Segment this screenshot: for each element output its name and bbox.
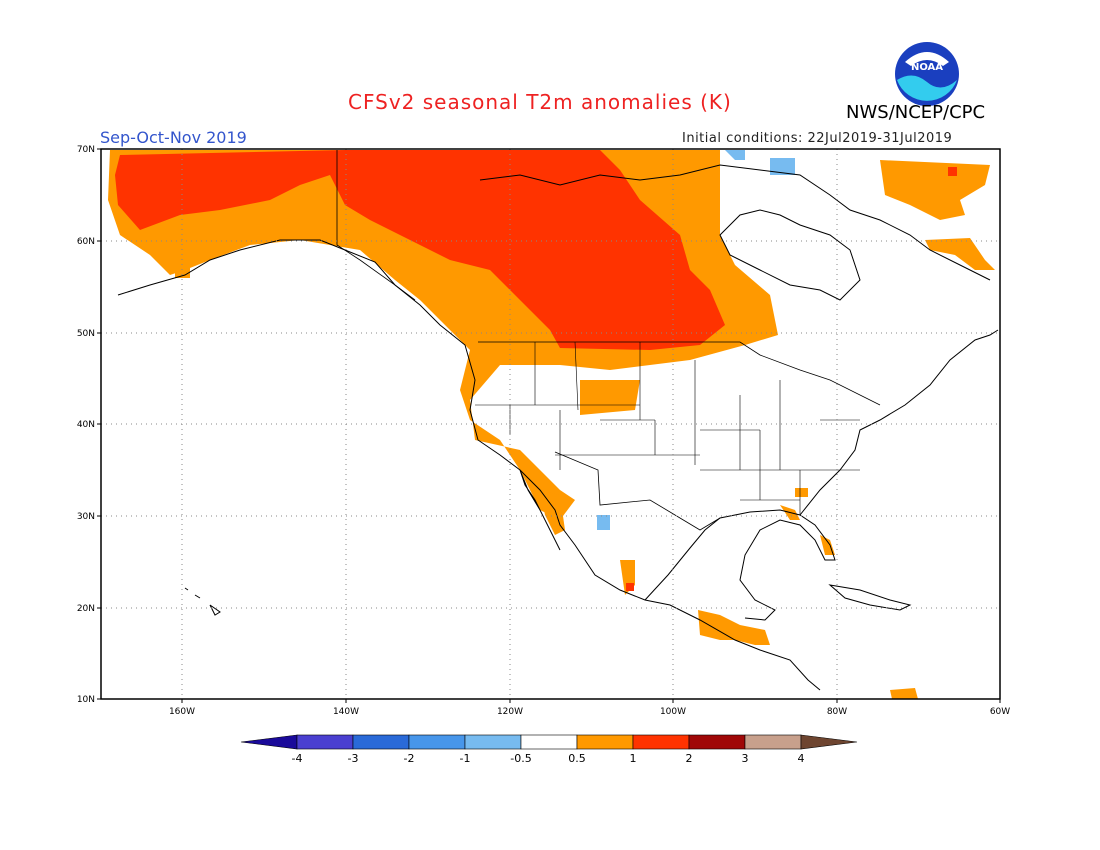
noaa-logo: NOAA bbox=[895, 42, 959, 106]
colorbar-label: -1 bbox=[460, 752, 471, 765]
colorbar-arrow-high bbox=[800, 734, 858, 750]
colorbar-swatch bbox=[464, 734, 522, 750]
warm-region-alaska-core bbox=[115, 150, 725, 350]
warm-region-caribbean bbox=[890, 688, 918, 699]
coastline-arctic bbox=[479, 164, 991, 281]
colorbar-swatch bbox=[408, 734, 466, 750]
warm-region-central-america bbox=[698, 610, 770, 645]
colorbar-label: -0.5 bbox=[510, 752, 531, 765]
colorbar: -4 -3 -2 -1 -0.5 0.5 1 2 3 4 bbox=[240, 734, 858, 765]
coastlines bbox=[117, 164, 999, 691]
colorbar-label: -2 bbox=[404, 752, 415, 765]
colorbar-label: -4 bbox=[292, 752, 303, 765]
colorbar-label: 1 bbox=[630, 752, 637, 765]
lat-label: 70N bbox=[77, 145, 95, 155]
colorbar-label: 2 bbox=[686, 752, 693, 765]
coastline-hawaii bbox=[184, 587, 221, 616]
coastline-west bbox=[117, 239, 821, 691]
axis-ticks bbox=[97, 148, 1001, 703]
agency-label: NWS/NCEP/CPC bbox=[846, 102, 986, 123]
us-state-lines bbox=[475, 341, 860, 515]
lat-label: 40N bbox=[77, 420, 95, 430]
colorbar-swatch bbox=[688, 734, 746, 750]
colorbar-arrow-low bbox=[240, 734, 298, 750]
coastline-baja bbox=[519, 469, 561, 551]
coastline-hudson-bay bbox=[719, 209, 861, 301]
lon-label: 120W bbox=[497, 707, 523, 717]
anomaly-regions bbox=[108, 150, 995, 699]
lon-label: 80W bbox=[827, 707, 847, 717]
colorbar-swatch bbox=[520, 734, 578, 750]
coastline-east bbox=[799, 329, 999, 516]
lat-label: 60N bbox=[77, 237, 95, 247]
warm-spot-greenland bbox=[948, 167, 957, 176]
political-borders bbox=[336, 150, 881, 531]
colorbar-swatch bbox=[744, 734, 802, 750]
lon-label: 100W bbox=[660, 707, 686, 717]
coastline-gulf bbox=[644, 509, 836, 621]
lat-labels: 70N 60N 50N 40N 30N 20N 10N bbox=[77, 145, 95, 705]
lon-labels: 160W 140W 120W 100W 80W 60W bbox=[169, 707, 1010, 717]
graticule bbox=[101, 149, 1000, 699]
cool-region-arctic-islands bbox=[725, 150, 795, 175]
warm-region-mexico-west bbox=[540, 490, 565, 535]
colorbar-label: 0.5 bbox=[568, 752, 586, 765]
lon-label: 160W bbox=[169, 707, 195, 717]
warm-region-florida bbox=[780, 488, 835, 555]
initial-conditions-label: Initial conditions: 22Jul2019-31Jul2019 bbox=[682, 131, 953, 146]
colorbar-swatch bbox=[352, 734, 410, 750]
colorbar-label: 4 bbox=[798, 752, 805, 765]
lat-label: 20N bbox=[77, 604, 95, 614]
season-label: Sep-Oct-Nov 2019 bbox=[100, 128, 247, 147]
colorbar-label: -3 bbox=[348, 752, 359, 765]
warm-spot-jalisco bbox=[626, 583, 634, 591]
cool-region-mexico bbox=[597, 515, 610, 530]
colorbar-swatch bbox=[296, 734, 354, 750]
logo-text: NOAA bbox=[911, 62, 943, 73]
colorbar-label: 3 bbox=[742, 752, 749, 765]
lon-label: 60W bbox=[990, 707, 1010, 717]
warm-spot-hawaii bbox=[175, 268, 190, 278]
warm-region-greenland-labrador bbox=[880, 160, 995, 270]
warm-region-us-west bbox=[580, 380, 640, 415]
cool-anomaly-regions bbox=[597, 150, 795, 530]
lat-label: 50N bbox=[77, 329, 95, 339]
border-us-mexico bbox=[554, 451, 721, 531]
colorbar-swatch bbox=[576, 734, 634, 750]
lat-label: 30N bbox=[77, 512, 95, 522]
border-us-canada bbox=[478, 341, 881, 406]
lon-label: 140W bbox=[333, 707, 359, 717]
colorbar-swatch bbox=[632, 734, 690, 750]
page-title: CFSv2 seasonal T2m anomalies (K) bbox=[348, 90, 732, 114]
border-alaska-canada bbox=[336, 150, 416, 301]
coastline-cuba bbox=[828, 584, 912, 611]
lat-label: 10N bbox=[77, 695, 95, 705]
